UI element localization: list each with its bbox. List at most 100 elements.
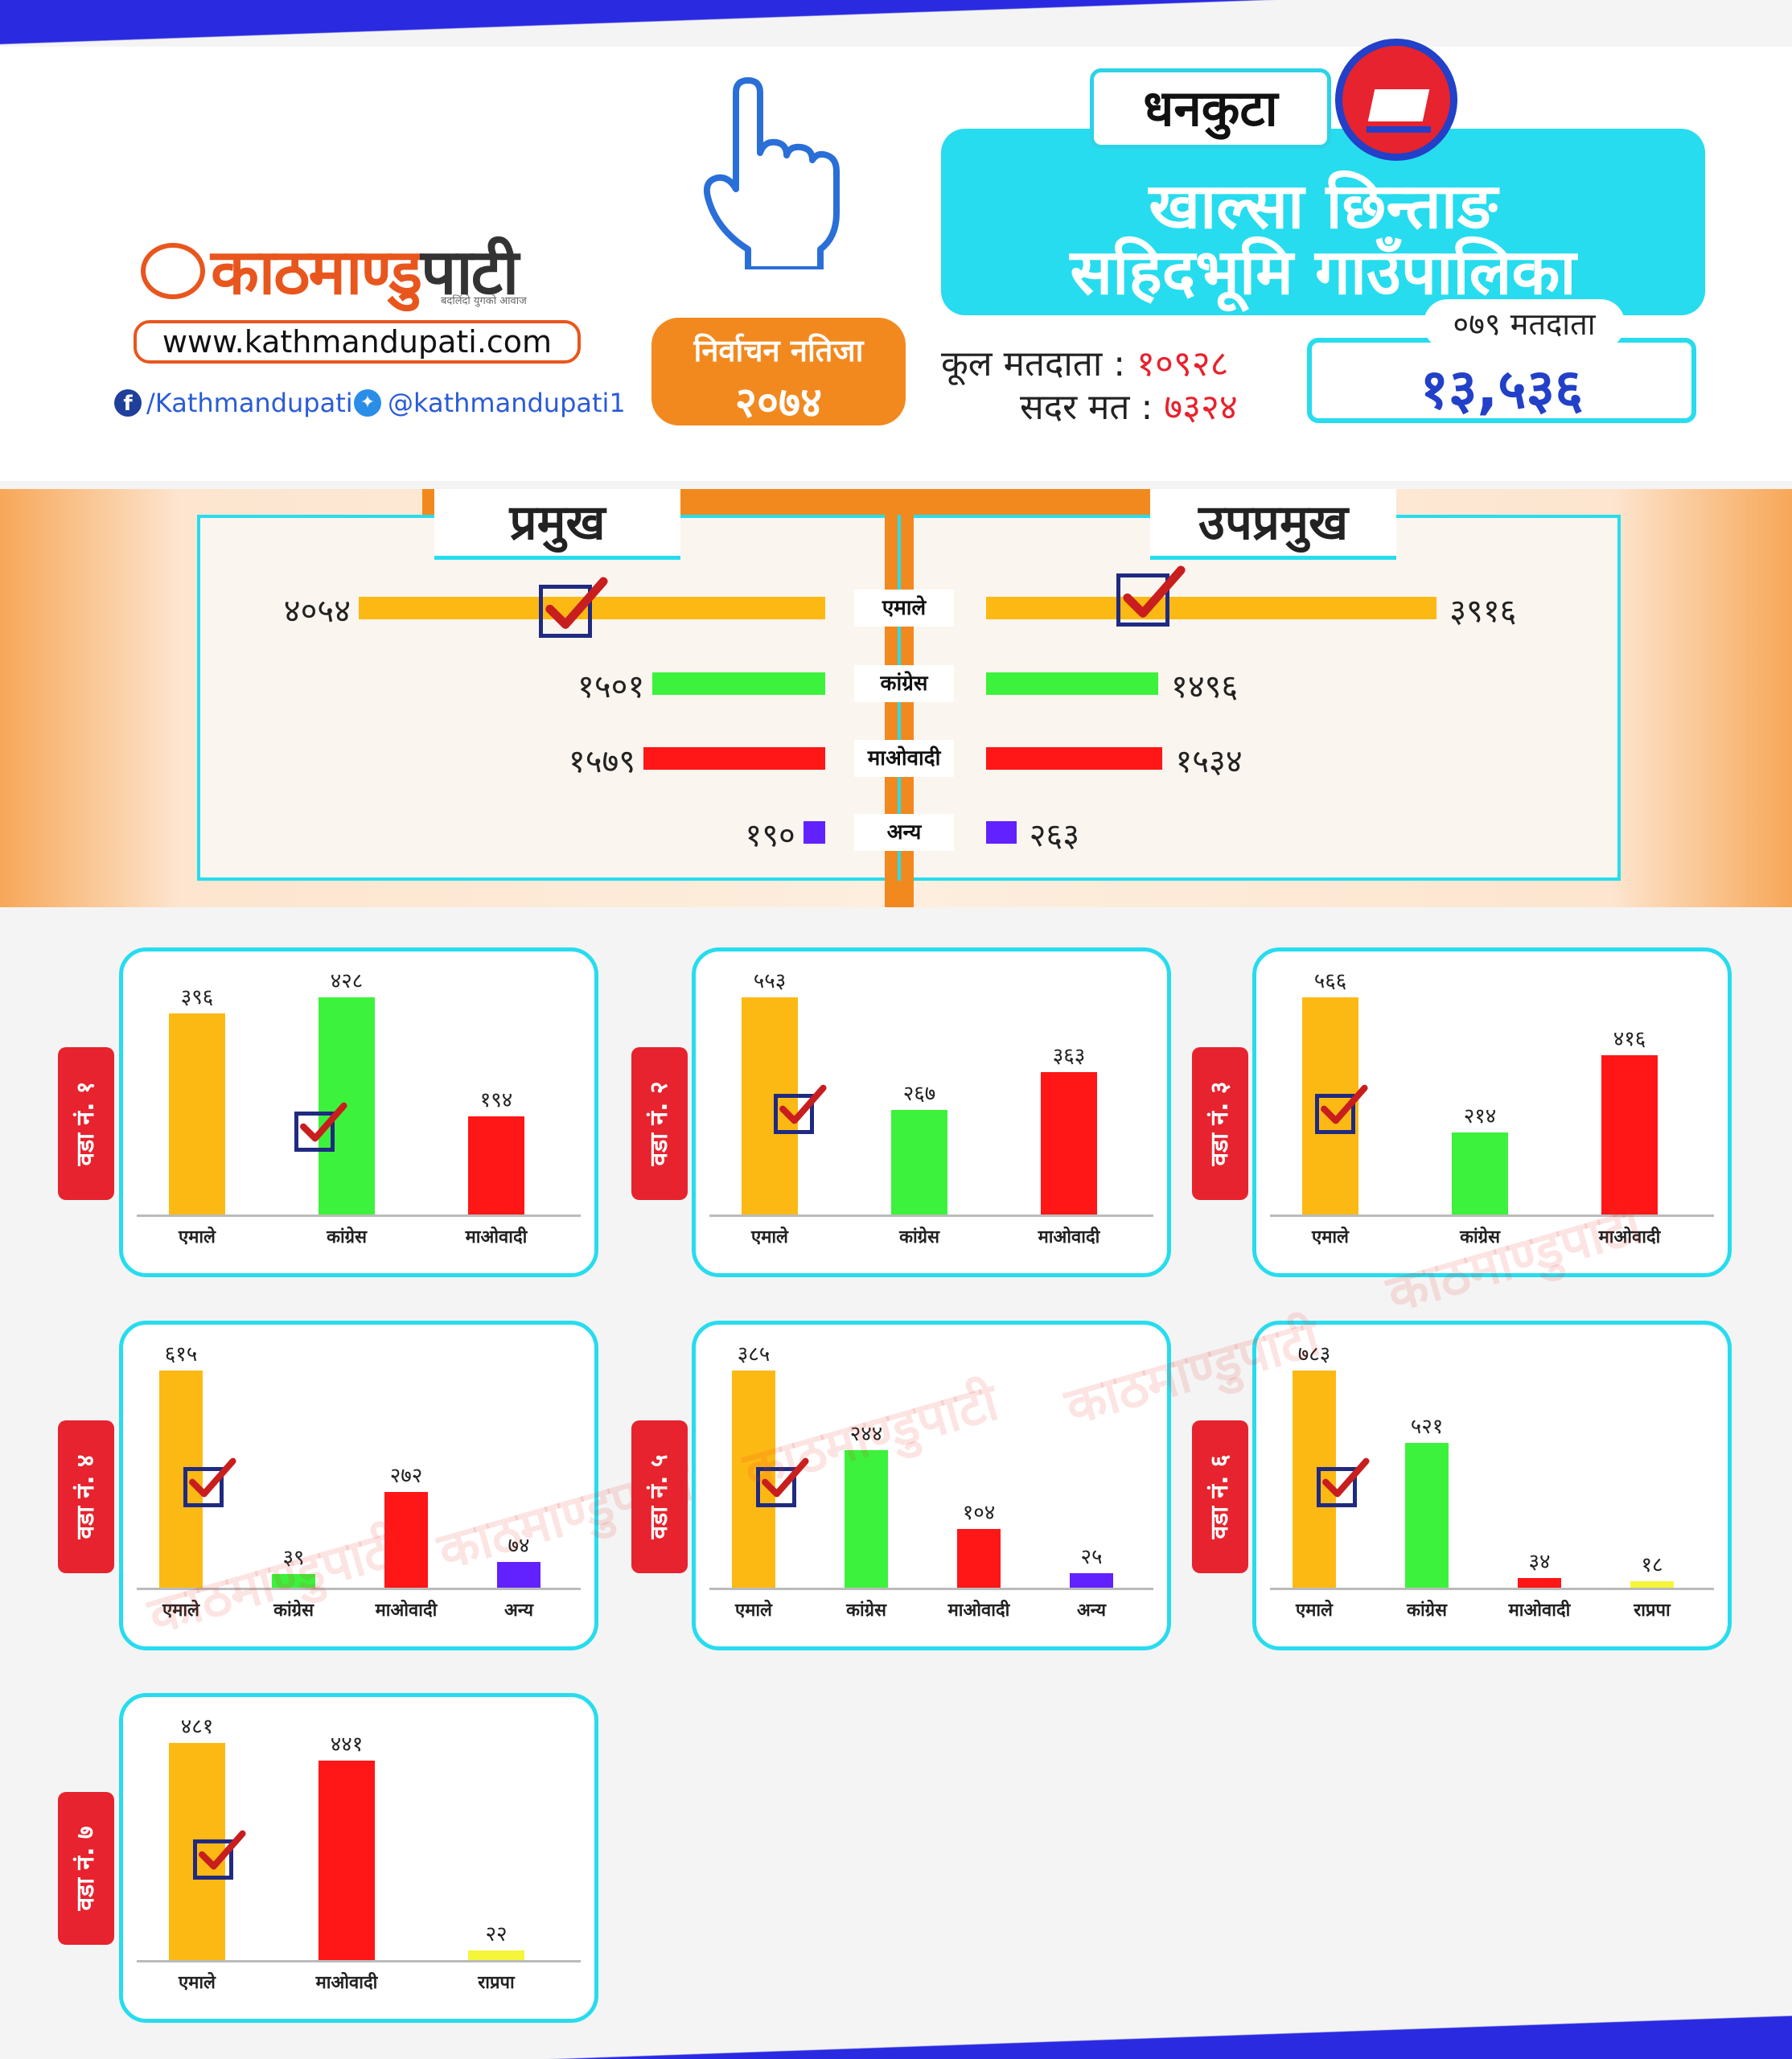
top-accent-bar	[0, 0, 1792, 47]
logo-main: काठमाण्डु	[211, 236, 422, 309]
facebook-icon[interactable]: f	[114, 389, 142, 417]
total-voters-label: कूल मतदाता :	[941, 343, 1126, 384]
ward-bar-value: ५२१	[1410, 1415, 1444, 1440]
valid-votes-label: सदर मत :	[1020, 387, 1153, 428]
x-axis	[137, 1588, 581, 1590]
ward-bar-label: माओवादी	[1598, 1227, 1661, 1247]
deputy-mayor-heading: उपप्रमुख	[1150, 489, 1396, 560]
ward-bar-value: २४४	[849, 1421, 883, 1446]
title-panel: खाल्सा छिन्ताङ सहिदभूमि गाउँपालिका	[941, 129, 1705, 315]
ward-label: वडा नं. ७	[72, 1826, 100, 1911]
x-axis	[709, 1588, 1153, 1590]
deputy-bar	[986, 821, 1017, 844]
ward-bar-value: ७८३	[1297, 1342, 1331, 1367]
party-label: अन्य	[854, 814, 954, 851]
mayor-heading: प्रमुख	[434, 489, 680, 560]
ward-bar-label: राप्रपा	[1634, 1601, 1671, 1621]
ward-bar	[957, 1529, 1001, 1588]
result-badge: निर्वाचन नतिजा २०७४	[651, 318, 906, 427]
party-label: एमाले	[854, 590, 954, 627]
ward-bar-label: एमाले	[179, 1973, 216, 1993]
ward-bar	[468, 1116, 524, 1214]
ward-winner-tick-icon	[774, 1084, 827, 1134]
x-axis	[1270, 1214, 1714, 1217]
ward-tag: वडा नं. ७	[58, 1792, 114, 1945]
ward-bar-label: कांग्रेस	[1460, 1227, 1500, 1247]
ward-winner-tick-icon	[193, 1830, 246, 1880]
ward-bar-value: ४२८	[330, 969, 364, 993]
ward-bar-value: ४१६	[1613, 1026, 1646, 1051]
ward-bar-label: राप्रपा	[478, 1973, 515, 1993]
ward-bar-label: अन्य	[503, 1601, 534, 1621]
ward-bar-value: १०४	[962, 1501, 996, 1526]
party-label: कांग्रेस	[854, 665, 954, 702]
ward-winner-tick-icon	[1317, 1457, 1370, 1507]
deputy-winner-tick-icon	[1116, 565, 1186, 627]
ward-bar	[742, 997, 798, 1214]
twitter-handle[interactable]: @kathmandupati1	[388, 388, 626, 418]
result-badge-label: निर्वाचन नतिजा	[693, 333, 864, 368]
ward-bar-value: ७४	[508, 1533, 530, 1558]
ward-bar	[169, 1013, 225, 1214]
ward-label: वडा नं. ३	[1206, 1081, 1234, 1166]
ward-bar-value: २५	[1080, 1545, 1103, 1570]
ward-bar	[732, 1371, 775, 1588]
ward-label: वडा नं. १	[72, 1081, 100, 1166]
ward-bar-label: एमाले	[179, 1227, 216, 1247]
ward-bar-label: कांग्रेस	[899, 1227, 939, 1247]
ward-bar-value: १९४	[479, 1087, 513, 1112]
ward-bar-label: एमाले	[1312, 1227, 1349, 1247]
mayor-value: १५७९	[568, 743, 636, 780]
ward-bar-label: माओवादी	[375, 1601, 438, 1621]
ward-tag: वडा नं. २	[631, 1047, 688, 1200]
mayor-bar	[643, 747, 825, 770]
mayor-bar	[803, 821, 825, 844]
logo-icon	[141, 243, 205, 299]
twitter-icon[interactable]: ✦	[354, 389, 381, 417]
ward-bar-value: १८	[1641, 1553, 1663, 1577]
ward-bar	[1601, 1054, 1658, 1214]
total-voters-value: १०९२८	[1136, 343, 1229, 384]
ward-bar	[169, 1743, 225, 1960]
ward-bar	[159, 1371, 203, 1588]
ward-bar-value: ६१५	[164, 1342, 198, 1367]
ward-bar-value: ३९	[282, 1545, 305, 1570]
website-link[interactable]: www.kathmandupati.com	[134, 320, 581, 364]
ward-bar-label: एमाले	[735, 1601, 772, 1621]
ward-bar-value: २१४	[1463, 1103, 1497, 1128]
facebook-handle[interactable]: /Kathmandupati	[146, 388, 353, 418]
ward-bar	[1070, 1573, 1113, 1588]
ward-bar-value: २६७	[902, 1081, 936, 1106]
deputy-bar	[986, 672, 1159, 695]
ward-bar-value: २७२	[389, 1463, 423, 1488]
ward-bar-label: माओवादी	[465, 1227, 528, 1247]
ward-tag: वडा नं. १	[58, 1047, 114, 1200]
deputy-value: ३९१६	[1449, 593, 1517, 630]
voting-finger-icon	[703, 77, 840, 269]
valid-votes: सदर मत : ७३२४	[1020, 381, 1238, 429]
logo-tagline: बदलिंदो युगको आवाज	[441, 295, 527, 307]
ward-bar-value: ५५३	[753, 969, 787, 993]
election-commission-emblem-icon	[1335, 39, 1457, 161]
ward-bar-label: कांग्रेस	[846, 1601, 886, 1621]
logo-pati: पाटी	[421, 236, 519, 309]
ward-bar	[1452, 1132, 1508, 1214]
ward-bar-value: ३६३	[1052, 1043, 1086, 1068]
party-label: माओवादी	[854, 740, 954, 777]
deputy-value: २६३	[1029, 817, 1080, 854]
ward-bar-label: कांग्रेस	[273, 1601, 314, 1621]
ward-winner-tick-icon	[183, 1457, 236, 1507]
voters-079-value: १३,५३६	[1420, 358, 1584, 421]
valid-votes-value: ७३२४	[1164, 387, 1238, 428]
ward-bar-label: माओवादी	[315, 1973, 378, 1993]
ward-bar	[497, 1561, 540, 1588]
ward-bar-label: माओवादी	[947, 1601, 1010, 1621]
deputy-bar	[986, 597, 1437, 619]
ward-bar-label: कांग्रेस	[327, 1227, 367, 1247]
ward-bar-label: माओवादी	[1508, 1601, 1571, 1621]
mayor-value: १९०	[745, 817, 795, 854]
deputy-value: १४९६	[1171, 668, 1239, 705]
ward-bar	[1518, 1578, 1561, 1588]
x-axis	[709, 1214, 1153, 1217]
ward-bar	[1041, 1071, 1097, 1214]
